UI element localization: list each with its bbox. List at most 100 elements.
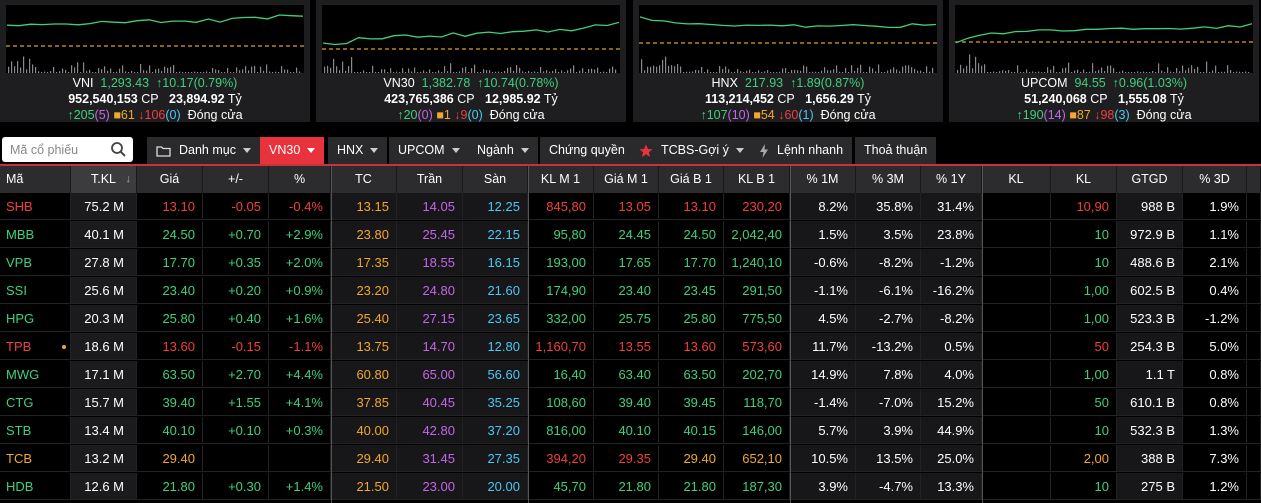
cell-tran: 14.05 xyxy=(397,193,463,220)
volume-bar xyxy=(1143,71,1145,73)
column-header-klm1[interactable]: KL M 1 xyxy=(528,166,594,193)
cell-sym[interactable]: MBB xyxy=(0,221,71,248)
cell-sym[interactable]: VPB xyxy=(0,249,71,276)
column-header-giam1[interactable]: Giá M 1 xyxy=(594,166,659,193)
column-header-kl1[interactable]: KL xyxy=(982,166,1051,193)
market-status: Đóng cửa xyxy=(820,108,876,122)
column-header-tkl[interactable]: T.KL ↓ xyxy=(71,166,137,193)
column-header-pct[interactable]: % xyxy=(269,166,331,193)
index-panel-hnx[interactable]: HNX 217.93 ↑1.89(0.87%) 113,214,452 CP 1,… xyxy=(633,0,943,122)
column-header-d3[interactable]: % 3D xyxy=(1183,166,1247,193)
cell-klb1: 230,20 xyxy=(724,193,790,220)
down-arrow-icon: ↓ xyxy=(778,108,785,122)
volume-bar xyxy=(489,70,491,73)
table-row[interactable]: MBB 40.1 M 24.50 +0.70 +2.9% 23.80 25.45 22.15 9… xyxy=(0,221,1261,249)
volume-bar xyxy=(269,71,271,73)
volume-bar xyxy=(131,70,133,73)
cell-sym[interactable]: SHB xyxy=(0,193,71,220)
table-row[interactable]: STB 13.4 M 40.10 +0.10 +0.3% 40.00 42.80 37.20 8… xyxy=(0,417,1261,445)
index-name: UPCOM xyxy=(1020,76,1068,90)
volume-bar xyxy=(513,70,515,73)
table-row[interactable]: SHB 75.2 M 13.10 -0.05 -0.4% 13.15 14.05 12.25 8… xyxy=(0,193,1261,221)
volume-bar xyxy=(794,69,796,73)
volume-bar xyxy=(1098,70,1100,73)
volume-bar xyxy=(1035,72,1037,73)
volume-bar xyxy=(44,71,46,73)
cell-tran: 42.80 xyxy=(397,417,463,444)
cell-klb1: 187,30 xyxy=(724,473,790,500)
cell-giab1: 63.50 xyxy=(659,361,724,388)
column-header-gtgd[interactable]: GTGD xyxy=(1117,166,1183,193)
table-row[interactable]: HDB 12.6 M 21.80 +0.30 +1.4% 21.50 23.00 20.00 4… xyxy=(0,473,1261,501)
index-name: VNI xyxy=(72,76,94,90)
index-info: VN30 1,382.78 ↑10.74(0.78%) 423,765,386 C… xyxy=(316,75,626,123)
tab-nganh[interactable]: Ngành xyxy=(468,137,538,164)
volume-bar xyxy=(1062,68,1064,73)
tab-danh-muc[interactable]: Danh mục xyxy=(147,137,260,164)
cell-sym[interactable]: MWG xyxy=(0,361,71,388)
intraday-chart xyxy=(6,5,304,73)
volume-bar xyxy=(227,68,229,73)
column-header-san[interactable]: Sàn xyxy=(463,166,528,193)
cell-sym[interactable]: HPG xyxy=(0,305,71,332)
volume-bar xyxy=(423,70,425,73)
cell-sym[interactable]: STB xyxy=(0,417,71,444)
tab-lenh-nhanh[interactable]: Lệnh nhanh xyxy=(750,137,853,164)
tab-upcom[interactable]: UPCOM xyxy=(389,137,469,164)
column-header-klb1[interactable]: KL B 1 xyxy=(724,166,790,193)
column-header-chg[interactable]: +/- xyxy=(203,166,269,193)
cell-kl1 xyxy=(982,221,1051,248)
index-panel-vn30[interactable]: VN30 1,382.78 ↑10.74(0.78%) 423,765,386 C… xyxy=(316,0,626,122)
column-header-m1[interactable]: % 1M xyxy=(790,166,856,193)
column-header-kl2[interactable]: KL xyxy=(1051,166,1117,193)
search-icon[interactable] xyxy=(110,141,127,158)
tab-vn30[interactable]: VN30 xyxy=(260,137,325,164)
volume-bar xyxy=(444,66,446,73)
index-panel-vni[interactable]: VNI 1,293.43 ↑10.17(0.79%) 952,540,153 CP… xyxy=(0,0,310,122)
column-header-label: T.KL xyxy=(90,172,116,186)
tab-tcbs-goi-y[interactable]: TCBS-Gợi ý xyxy=(630,137,753,164)
cell-tran: 23.00 xyxy=(397,473,463,500)
column-header-giab1[interactable]: Giá B 1 xyxy=(659,166,724,193)
cell-sym[interactable]: TCB xyxy=(0,445,71,472)
column-header-tc[interactable]: TC xyxy=(331,166,397,193)
search-input[interactable] xyxy=(10,141,110,158)
cell-sym[interactable]: CTG xyxy=(0,389,71,416)
tab-thoa-thuan[interactable]: Thoả thuận xyxy=(855,137,937,164)
table-row[interactable]: TPB 18.6 M 13.60 -0.15 -1.1% 13.75 14.70 12.80 1… xyxy=(0,333,1261,361)
cell-giab1: 13.10 xyxy=(659,193,724,220)
table-row[interactable]: HPG 20.3 M 25.80 +0.40 +1.6% 25.40 27.15 23.65 3… xyxy=(0,305,1261,333)
volume-bar xyxy=(1086,72,1088,73)
volume-bar xyxy=(504,70,506,73)
stock-search[interactable] xyxy=(2,137,133,162)
cell-d3: 0.4% xyxy=(1183,277,1247,304)
column-header-tran[interactable]: Trần xyxy=(397,166,463,193)
column-header-gia[interactable]: Giá xyxy=(137,166,203,193)
cell-sym[interactable]: TPB xyxy=(0,333,71,360)
cell-sym[interactable]: HDB xyxy=(0,473,71,500)
column-header-y1[interactable]: % 1Y xyxy=(921,166,982,193)
cell-sym[interactable]: SSI xyxy=(0,277,71,304)
volume-bar xyxy=(1017,65,1019,73)
tab-hnx[interactable]: HNX xyxy=(328,137,388,164)
column-header-label: +/- xyxy=(228,172,243,186)
table-row[interactable]: CTG 15.7 M 39.40 +1.55 +4.1% 37.85 40.45 35.25 1… xyxy=(0,389,1261,417)
column-header-m3[interactable]: % 3M xyxy=(856,166,921,193)
volume-bar xyxy=(77,62,79,73)
index-panel-upcom[interactable]: UPCOM 94.55 ↑0.96(1.03%) 51,240,068 CP 1,… xyxy=(949,0,1259,122)
cell-filler xyxy=(1247,277,1261,304)
table-row[interactable]: VPB 27.8 M 17.70 +0.35 +2.0% 17.35 18.55 16.15 1… xyxy=(0,249,1261,277)
volume-bar xyxy=(836,65,838,73)
volume-bar xyxy=(203,72,205,73)
floor-count: (3) xyxy=(1114,108,1130,122)
volume-bar xyxy=(791,69,793,73)
table-row[interactable]: SSI 25.6 M 23.40 +0.20 +0.9% 23.20 24.80 21.60 1… xyxy=(0,277,1261,305)
column-header-sym[interactable]: Mã xyxy=(0,166,71,193)
cell-tkl: 17.1 M xyxy=(71,361,137,388)
cell-d3: 0.8% xyxy=(1183,389,1247,416)
table-row[interactable]: MWG 17.1 M 63.50 +2.70 +4.4% 60.80 65.00 56.60 1… xyxy=(0,361,1261,389)
sort-desc-icon[interactable]: ↓ xyxy=(125,173,132,185)
tab-chung-quyen[interactable]: Chứng quyền xyxy=(540,137,634,164)
table-row[interactable]: TCB 13.2 M 29.40 29.40 31.45 27.35 394,20 29.35… xyxy=(0,445,1261,473)
column-header-label: % 1Y xyxy=(936,172,966,186)
